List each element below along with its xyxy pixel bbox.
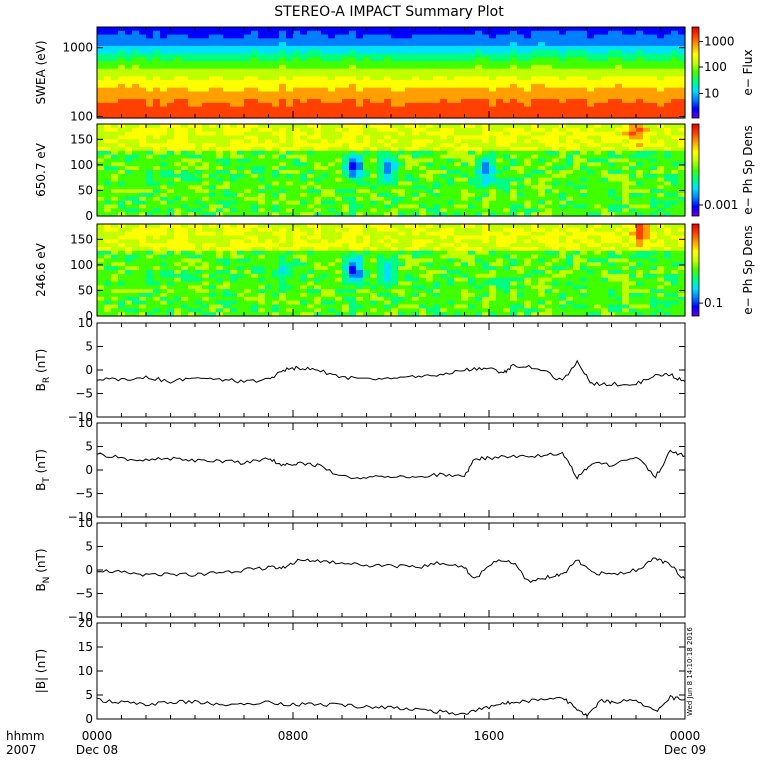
ytick-label-6-3: 15 — [78, 640, 93, 654]
panel-frame-4 — [96, 422, 686, 518]
ytick-label-0-0: 100 — [70, 109, 93, 123]
footer-tick-time-2: 1600 — [474, 729, 505, 743]
footer-tick-time-1: 0800 — [278, 729, 309, 743]
ytick-label-1-0: 0 — [85, 209, 93, 223]
colorbar-tick-label-1-0: 0.001 — [704, 198, 738, 212]
ylabel-4: BT (nT) — [34, 449, 52, 491]
ytick-label-4-1: −5 — [75, 487, 93, 501]
ytick-label-3-4: 10 — [78, 316, 93, 330]
colorbar-tick-label-0-2: 1000 — [704, 35, 735, 49]
ylabel-2: 246.6 eV — [34, 242, 48, 297]
ytick-label-2-1: 50 — [78, 283, 93, 297]
ytick-label-4-2: 0 — [85, 463, 93, 477]
ytick-label-6-4: 20 — [78, 616, 93, 630]
colorbar-tick-label-2-0: 0.1 — [704, 296, 723, 310]
ytick-label-6-0: 0 — [85, 712, 93, 726]
panel-frame-5 — [96, 522, 686, 618]
ytick-label-2-3: 150 — [70, 232, 93, 246]
ytick-label-0-1: 1000 — [62, 41, 93, 55]
ytick-label-2-2: 100 — [70, 258, 93, 272]
ytick-label-6-1: 5 — [85, 688, 93, 702]
colorbar-2 — [691, 223, 700, 317]
footer-year: 2007 — [6, 743, 37, 757]
ylabel-3: BR (nT) — [34, 349, 52, 392]
ytick-label-3-3: 5 — [85, 340, 93, 354]
ytick-label-2-0: 0 — [85, 309, 93, 323]
heatmap-2 — [97, 224, 686, 317]
ytick-label-3-2: 0 — [85, 363, 93, 377]
ytick-label-5-4: 10 — [78, 516, 93, 530]
colorbar-title-2: e− Ph Sp Dens — [741, 225, 755, 314]
ytick-label-4-3: 5 — [85, 440, 93, 454]
ytick-label-1-2: 100 — [70, 158, 93, 172]
series-line-bn — [96, 557, 686, 583]
ytick-label-1-3: 150 — [70, 132, 93, 146]
series-line-bmag — [96, 695, 686, 718]
ylabel-0: SWEA (eV) — [34, 40, 48, 104]
ylabel-5: BN (nT) — [34, 548, 52, 591]
colorbar-title-0: e− Flux — [741, 49, 755, 95]
footer-tick-date-0: Dec 08 — [76, 743, 118, 757]
heatmap-0 — [97, 27, 686, 119]
plot-title: STEREO-A IMPACT Summary Plot — [274, 4, 504, 20]
colorbar-title-1: e− Ph Sp Dens — [741, 125, 755, 214]
colorbar-1 — [691, 123, 700, 217]
ytick-label-5-0: −10 — [68, 610, 93, 624]
ylabel-1: 650.7 eV — [34, 142, 48, 197]
ytick-label-4-4: 10 — [78, 416, 93, 430]
timestamp-stamp: Wed Jun 8 14:10:18 2016 — [686, 627, 694, 716]
ytick-label-5-1: −5 — [75, 587, 93, 601]
footer-hhmm: hhmm — [6, 729, 45, 743]
colorbar-0 — [691, 26, 700, 119]
footer-tick-time-0: 0000 — [82, 729, 113, 743]
series-line-br — [96, 359, 686, 387]
ytick-label-6-2: 10 — [78, 664, 93, 678]
ytick-label-4-0: −10 — [68, 510, 93, 524]
footer-tick-time-3: 0000 — [670, 729, 701, 743]
ytick-label-3-0: −10 — [68, 410, 93, 424]
ytick-label-3-1: −5 — [75, 387, 93, 401]
series-line-bt — [96, 449, 686, 480]
footer-tick-date-3: Dec 09 — [664, 743, 706, 757]
ytick-label-5-2: 0 — [85, 563, 93, 577]
ylabel-6: |B| (nT) — [34, 649, 48, 693]
panel-frame-3 — [96, 322, 686, 418]
heatmap-1 — [97, 124, 686, 217]
colorbar-tick-label-0-1: 100 — [704, 60, 727, 74]
ytick-label-1-1: 50 — [78, 183, 93, 197]
ytick-label-5-3: 5 — [85, 540, 93, 554]
colorbar-tick-label-0-0: 10 — [704, 86, 719, 100]
